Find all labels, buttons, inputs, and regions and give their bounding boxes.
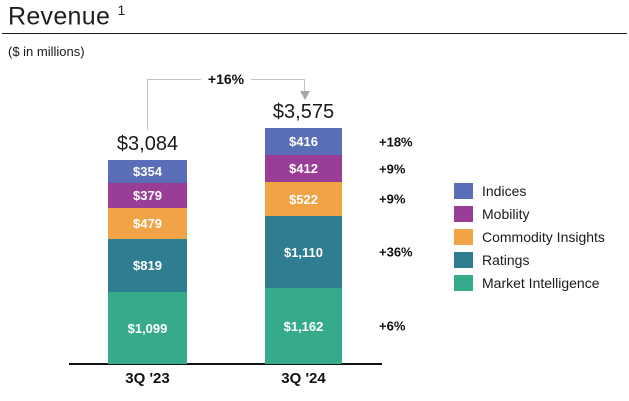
units-subtitle: ($ in millions)	[8, 44, 85, 59]
legend-swatch-icon	[454, 275, 473, 291]
bar-segment-value: $1,099	[127, 320, 168, 336]
bar-segment-value: $819	[133, 258, 162, 273]
page-title-text: Revenue	[8, 2, 111, 31]
bar-segment-mobility: $412	[265, 155, 342, 182]
bar-segment-value: $479	[133, 216, 162, 231]
bar-segment-market-intelligence: $1,099	[108, 292, 187, 364]
bar-segment-mobility: $379	[108, 183, 187, 208]
bar-segment-market-intelligence: $1,162	[265, 288, 342, 364]
bar-segment-value: $416	[289, 134, 318, 149]
legend-label: Mobility	[482, 206, 530, 222]
bar-segment-value: $1,110	[283, 244, 324, 260]
bar-segment-commodity-insights: $479	[108, 208, 187, 239]
legend-item-ratings: Ratings	[454, 252, 605, 268]
arrow-down-icon	[300, 91, 310, 100]
legend-item-market-intelligence: Market Intelligence	[454, 275, 605, 291]
bar-segment-commodity-insights: $522	[265, 182, 342, 216]
segment-growth-label-market-intelligence: +6%	[379, 318, 406, 334]
segment-growth-label-commodity-insights: +9%	[379, 191, 406, 207]
bar-segment-value: $379	[133, 188, 162, 203]
bar-segment-value: $412	[289, 161, 318, 176]
x-axis-line	[69, 363, 382, 365]
bar-total-label: $3,575	[272, 101, 335, 123]
legend-swatch-icon	[454, 229, 473, 245]
legend-swatch-icon	[454, 183, 473, 199]
x-axis-label: 3Q '24	[281, 370, 326, 387]
legend-label: Market Intelligence	[482, 275, 600, 291]
segment-growth-label-mobility: +9%	[379, 161, 406, 176]
page-title: Revenue 1	[8, 2, 126, 31]
legend-label: Commodity Insights	[482, 229, 605, 245]
chart-legend: Indices Mobility Commodity Insights Ratings…	[454, 183, 605, 291]
bar-segment-value: $354	[133, 164, 162, 179]
growth-connector-right-line	[304, 79, 305, 92]
bar-segment-value: $1,162	[283, 318, 324, 334]
bar-segment-indices: $354	[108, 160, 187, 183]
title-divider	[2, 33, 627, 34]
bar-segment-indices: $416	[265, 128, 342, 155]
growth-connector-left-line	[147, 79, 148, 130]
segment-growth-label-indices: +18%	[379, 134, 413, 149]
legend-item-mobility: Mobility	[454, 206, 605, 222]
legend-item-indices: Indices	[454, 183, 605, 199]
bar-total-label: $3,084	[116, 133, 179, 155]
legend-item-commodity-insights: Commodity Insights	[454, 229, 605, 245]
total-growth-label: +16%	[200, 71, 252, 87]
bar-segment-ratings: $819	[108, 239, 187, 292]
bar-segment-value: $522	[289, 191, 318, 207]
x-axis-label: 3Q '23	[125, 370, 170, 387]
legend-label: Ratings	[482, 252, 530, 268]
footnote-marker: 1	[117, 2, 126, 18]
legend-label: Indices	[482, 183, 527, 199]
bar-segment-ratings: $1,110	[265, 216, 342, 288]
segment-growth-label-ratings: +36%	[379, 244, 413, 260]
legend-swatch-icon	[454, 252, 473, 268]
legend-swatch-icon	[454, 206, 473, 222]
